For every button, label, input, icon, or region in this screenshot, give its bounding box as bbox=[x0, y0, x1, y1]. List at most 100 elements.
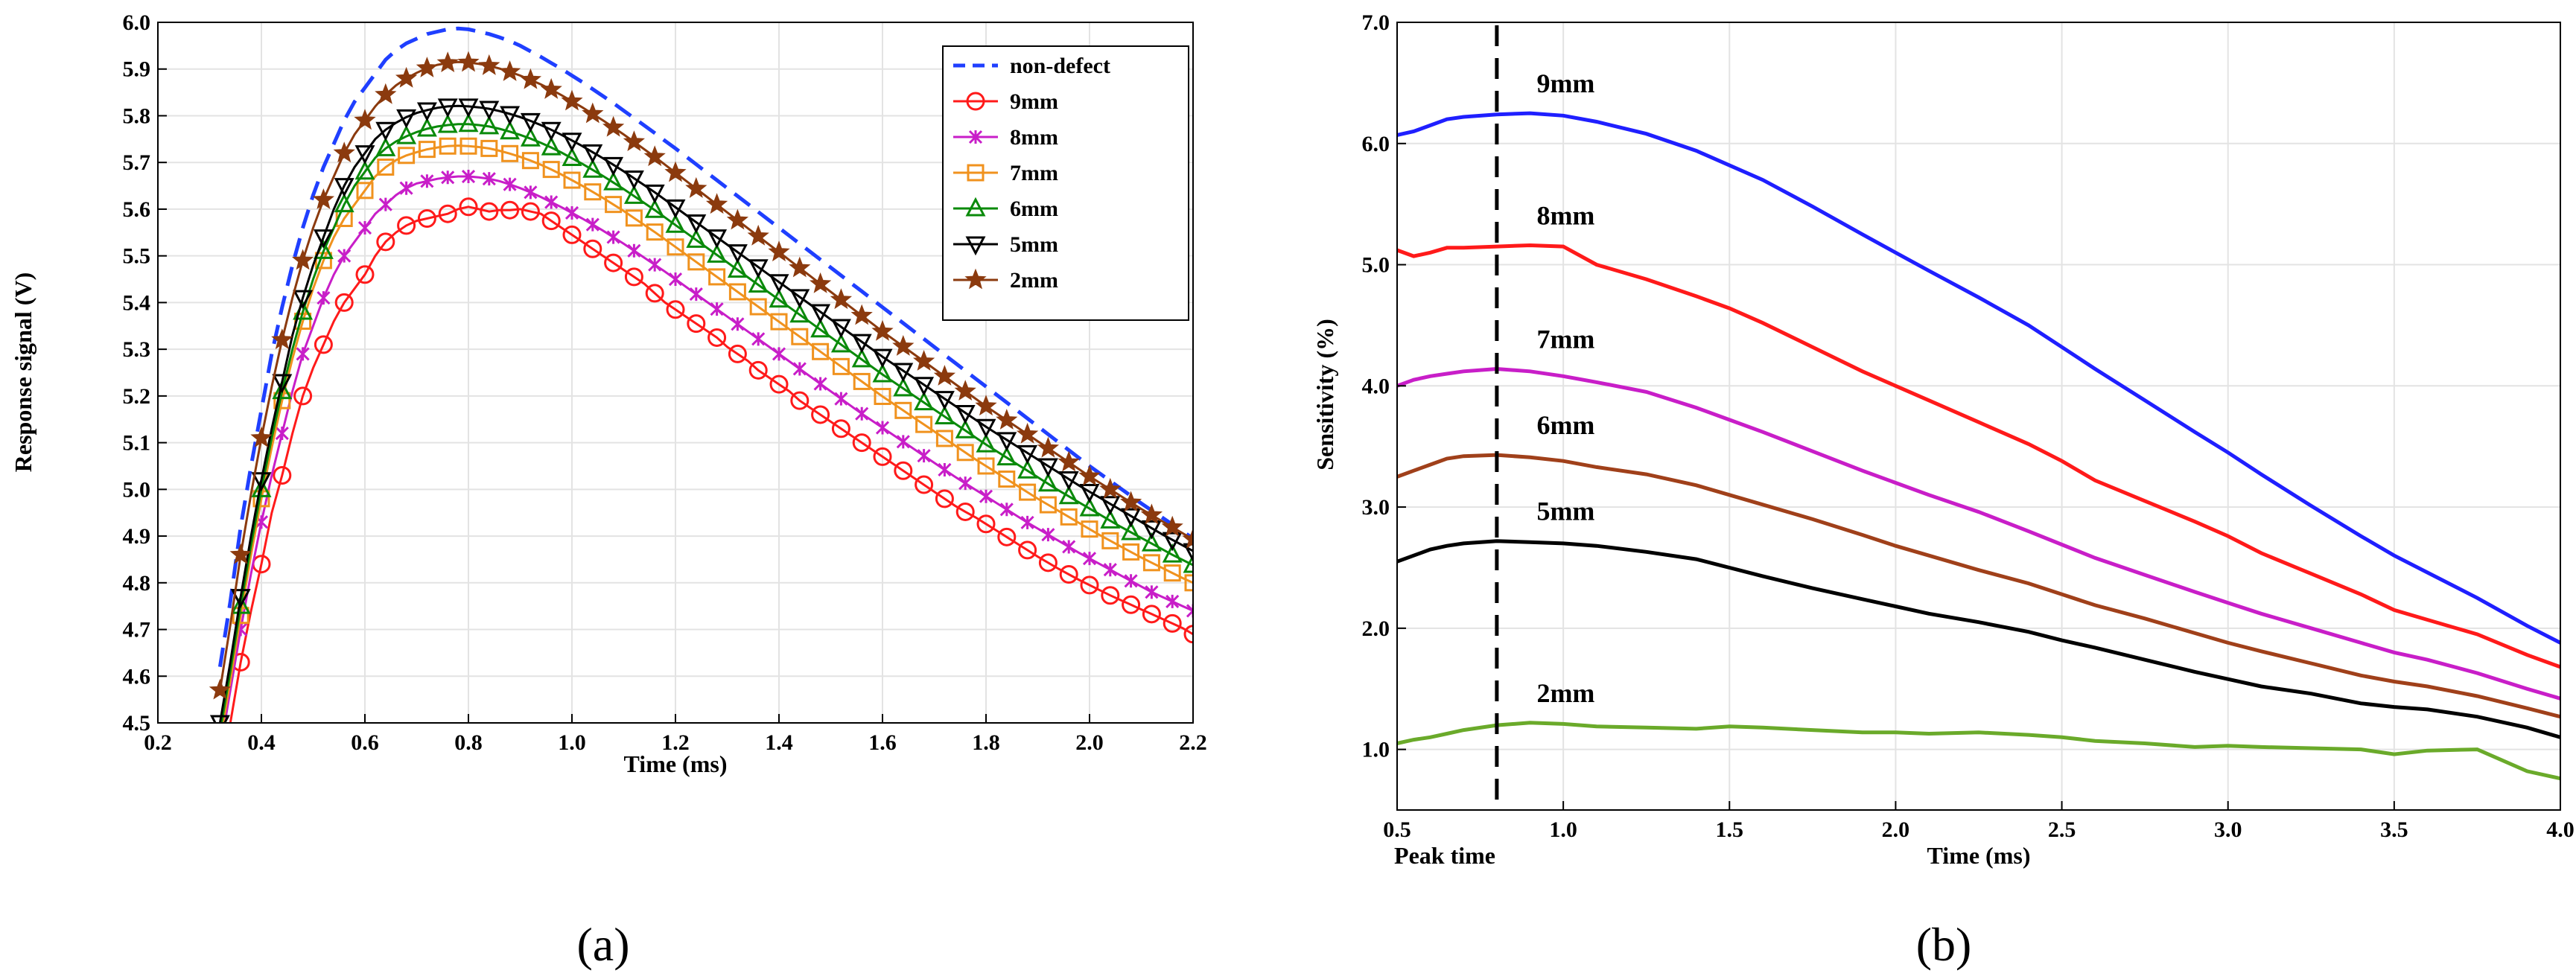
chart-a-point-6mm bbox=[272, 380, 293, 400]
chart-a-point-9mm bbox=[604, 253, 623, 272]
chart-b-series-label-8mm: 8mm bbox=[1536, 200, 1594, 230]
chart-a-point-7mm bbox=[439, 137, 457, 155]
chart-a-point-8mm bbox=[1186, 604, 1193, 618]
chart-a: 0.2 0.4 0.6 0.8 1.0 1.2 1.4 1.6 1.8 2.0 2.2 4.5 4.6… bbox=[10, 10, 1207, 971]
chart-a-point-7mm bbox=[728, 283, 746, 301]
chart-a-point-9mm bbox=[915, 475, 934, 494]
chart-a-point-9mm bbox=[666, 300, 685, 319]
chart-a-point-2mm bbox=[830, 288, 853, 310]
chart-a-point-9mm bbox=[355, 265, 375, 284]
chart-a-point-2mm bbox=[333, 141, 355, 163]
chart-b-x-tick-label: 1.0 bbox=[1549, 817, 1577, 842]
chart-a-point-2mm bbox=[602, 115, 625, 137]
chart-a-point-6mm bbox=[603, 170, 624, 191]
chart-a-point-2mm bbox=[561, 89, 583, 111]
chart-a-point-2mm bbox=[664, 161, 687, 182]
chart-a-point-2mm bbox=[1058, 450, 1080, 472]
chart-a-point-5mm bbox=[354, 145, 375, 165]
chart-a-point-9mm bbox=[293, 386, 313, 406]
chart-a-point-2mm bbox=[1119, 491, 1142, 512]
chart-a-point-8mm bbox=[1145, 585, 1159, 599]
chart-a-point-5mm bbox=[727, 244, 748, 264]
chart-a-point-2mm bbox=[416, 57, 439, 77]
chart-a-point-6mm bbox=[748, 273, 769, 293]
chart-a-point-5mm bbox=[1183, 543, 1193, 563]
chart-a-y-tick-label: 5.5 bbox=[123, 244, 151, 269]
chart-a-point-7mm bbox=[812, 342, 830, 360]
chart-a-point-5mm bbox=[313, 229, 334, 249]
chart-b-y-tick-label: 6.0 bbox=[1362, 132, 1390, 156]
chart-a-point-7mm bbox=[1019, 483, 1037, 501]
chart-a-point-7mm bbox=[501, 144, 519, 162]
chart-a-point-7mm bbox=[1184, 574, 1193, 592]
chart-b-y-tick-label: 3.0 bbox=[1362, 495, 1390, 520]
chart-a-point-6mm bbox=[914, 391, 935, 411]
chart-a-point-5mm bbox=[1100, 496, 1121, 516]
chart-a-point-7mm bbox=[542, 161, 560, 179]
chart-a-point-5mm bbox=[893, 363, 914, 383]
chart-a-point-7mm bbox=[584, 183, 602, 201]
chart-b-line-7mm bbox=[1396, 366, 2561, 701]
chart-a-point-8mm bbox=[1165, 594, 1180, 608]
chart-a-point-5mm bbox=[976, 418, 996, 439]
chart-a-point-7mm bbox=[1101, 532, 1119, 549]
chart-a-point-7mm bbox=[935, 430, 953, 447]
chart-a-legend-label-7mm: 7mm bbox=[1010, 161, 1058, 185]
chart-a-point-8mm bbox=[544, 195, 559, 209]
chart-a-point-9mm bbox=[769, 374, 789, 394]
chart-a-point-2mm bbox=[768, 240, 790, 262]
chart-b-y-tick-label: 7.0 bbox=[1362, 10, 1390, 35]
chart-a-point-5mm bbox=[1058, 471, 1079, 491]
chart-a-point-9mm bbox=[955, 502, 975, 521]
chart-b-series-label-7mm: 7mm bbox=[1536, 325, 1594, 354]
chart-a-point-2mm bbox=[291, 249, 314, 270]
chart-a-point-9mm bbox=[417, 208, 436, 228]
chart-b-x-tick-label: 3.0 bbox=[2214, 817, 2242, 842]
chart-a-point-5mm bbox=[479, 101, 500, 121]
chart-a-y-tick-label: 5.7 bbox=[123, 150, 151, 175]
chart-a-point-7mm bbox=[1142, 554, 1160, 572]
chart-a-line-6mm bbox=[220, 123, 1193, 723]
chart-a-point-2mm bbox=[436, 51, 459, 73]
chart-a-legend-label-2mm: 2mm bbox=[1010, 268, 1058, 293]
chart-a-point-9mm bbox=[480, 202, 499, 221]
chart-a-point-6mm bbox=[686, 229, 707, 248]
chart-a-point-9mm bbox=[707, 328, 727, 347]
chart-a-point-6mm bbox=[562, 147, 582, 167]
chart-a-point-5mm bbox=[810, 304, 831, 324]
chart-a-point-9mm bbox=[583, 239, 602, 258]
chart-a-point-6mm bbox=[500, 120, 521, 140]
chart-a-point-5mm bbox=[520, 112, 541, 133]
chart-a-point-2mm bbox=[912, 349, 935, 371]
chart-a-point-2mm bbox=[519, 68, 542, 89]
chart-a-legend-marker-6mm bbox=[965, 197, 986, 217]
chart-b-x-axis-label: Time (ms) bbox=[1927, 842, 2031, 869]
chart-a-point-6mm bbox=[1141, 532, 1162, 552]
chart-a-legend: non-defect 9mm 8mm 7mm 6mm 5mm 2mm bbox=[942, 45, 1189, 321]
chart-a-y-tick-label: 5.2 bbox=[123, 384, 151, 409]
chart-a-point-9mm bbox=[645, 284, 664, 303]
chart-a-legend-label-8mm: 8mm bbox=[1010, 125, 1058, 150]
chart-a-point-8mm bbox=[275, 426, 289, 441]
chart-a-x-tick-label: 0.8 bbox=[454, 730, 483, 755]
chart-a-point-7mm bbox=[212, 734, 227, 749]
chart-a-point-9mm bbox=[1038, 553, 1058, 573]
chart-a-point-5mm bbox=[251, 472, 272, 492]
chart-a-point-6mm bbox=[375, 137, 396, 156]
chart-a-point-9mm bbox=[624, 267, 643, 287]
chart-a-point-8mm bbox=[689, 287, 703, 302]
chart-a-point-5mm bbox=[396, 109, 417, 129]
chart-a-point-9mm bbox=[562, 225, 582, 244]
chart-a-point-9mm bbox=[1142, 605, 1161, 624]
chart-a-point-6mm bbox=[727, 258, 748, 278]
chart-a-point-9mm bbox=[273, 466, 292, 485]
chart-a-point-7mm bbox=[377, 158, 395, 176]
chart-a-point-5mm bbox=[851, 334, 872, 354]
chart-a-y-tick-label: 4.6 bbox=[123, 664, 151, 689]
chart-a-line-9mm bbox=[229, 205, 1193, 723]
chart-a-point-2mm bbox=[375, 83, 397, 104]
chart-a-legend-marker-7mm bbox=[967, 164, 985, 182]
chart-a-point-2mm bbox=[623, 130, 646, 152]
chart-a-y-tick-label: 5.0 bbox=[123, 477, 151, 502]
